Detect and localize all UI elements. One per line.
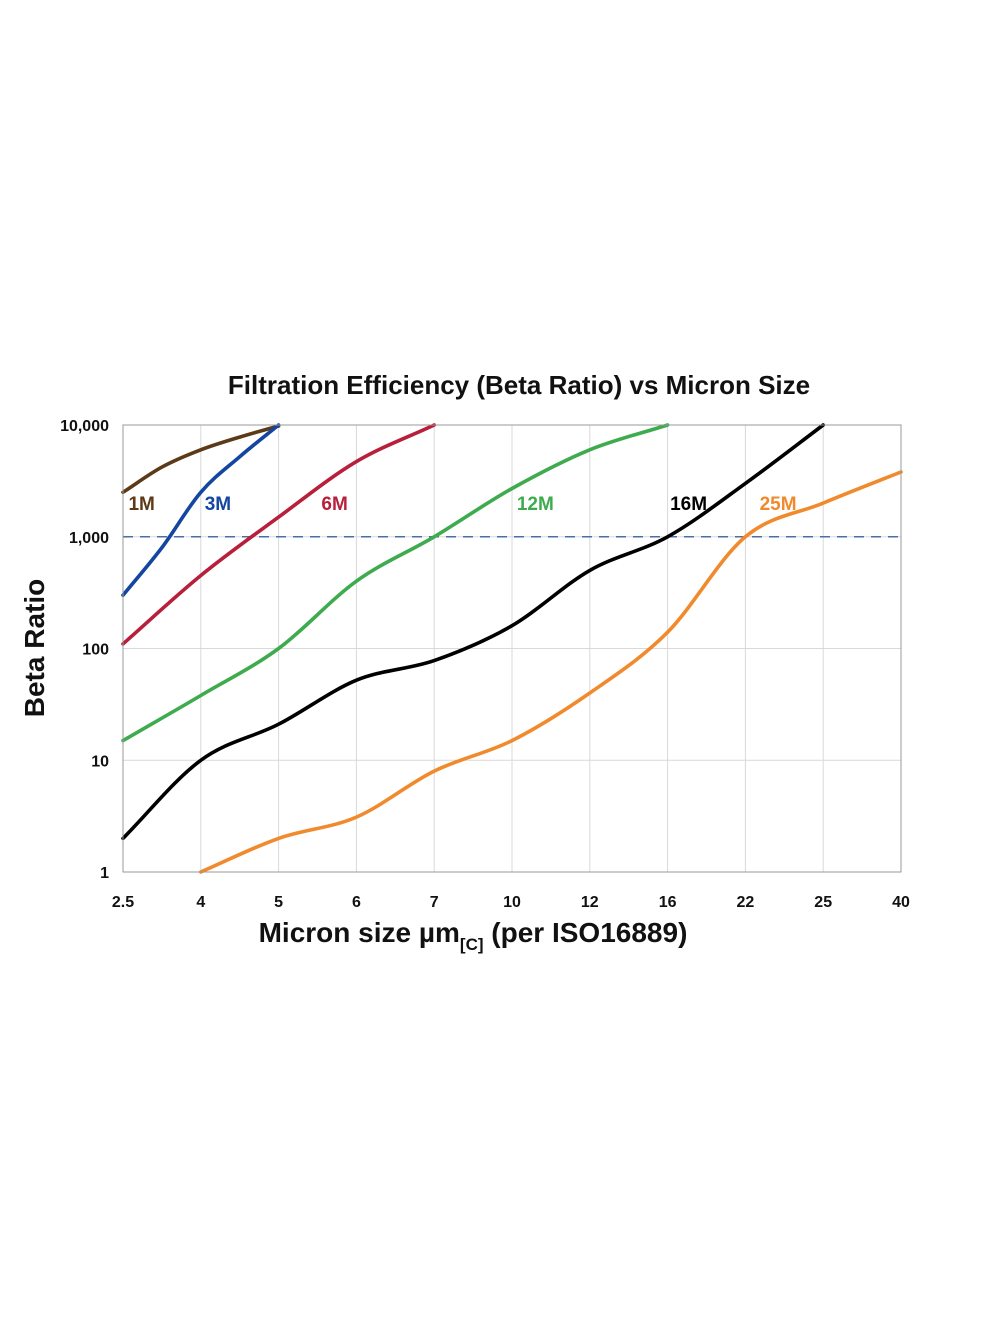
y-tick-label: 1,000 [69,530,109,547]
x-tick-label: 22 [737,894,755,911]
y-tick-label: 10 [91,753,109,770]
series-line-25m [199,470,903,874]
y-tick-label: 1 [100,865,109,882]
y-tick-label: 100 [82,642,109,659]
series-line-12m [121,423,670,743]
x-tick-label: 2.5 [112,894,134,911]
series-line-16m [121,423,825,841]
series-lines [121,423,903,874]
series-labels: 1M 3M 6M 12M 16M 25M [128,494,796,515]
x-tick-label: 16 [659,894,677,911]
x-tick-label: 10 [503,894,521,911]
series-label-6m: 6M [321,494,347,515]
x-tick-labels: 2.5 4 5 6 7 10 12 16 22 25 40 [112,894,910,911]
x-tick-label: 7 [430,894,439,911]
series-label-1m: 1M [128,494,154,515]
x-tick-label: 5 [274,894,283,911]
y-axis-label: Beta Ratio [19,579,50,717]
plot-frame [122,424,902,873]
chart-title: Filtration Efficiency (Beta Ratio) vs Mi… [228,370,810,400]
series-label-3m: 3M [205,494,231,515]
series-line-6m [121,423,436,646]
series-label-12m: 12M [517,494,554,515]
series-label-16m: 16M [670,494,707,515]
x-tick-label: 6 [352,894,361,911]
x-tick-label: 4 [196,894,205,911]
y-tick-label: 10,000 [60,418,109,435]
series-label-25m: 25M [760,494,797,515]
x-axis-label-subscript: [C] [460,935,484,954]
x-axis-label: Micron size µm[C] (per ISO16889) [259,917,688,954]
x-axis-label-main: Micron size µm [259,917,460,948]
series-line-1m [121,424,281,495]
y-tick-labels: 1 10 100 1,000 10,000 [60,418,109,882]
x-tick-label: 25 [814,894,832,911]
grid [122,424,902,873]
series-line-3m [121,423,281,597]
x-tick-label: 40 [892,894,910,911]
x-tick-label: 12 [581,894,599,911]
x-axis-label-suffix: (per ISO16889) [484,917,688,948]
